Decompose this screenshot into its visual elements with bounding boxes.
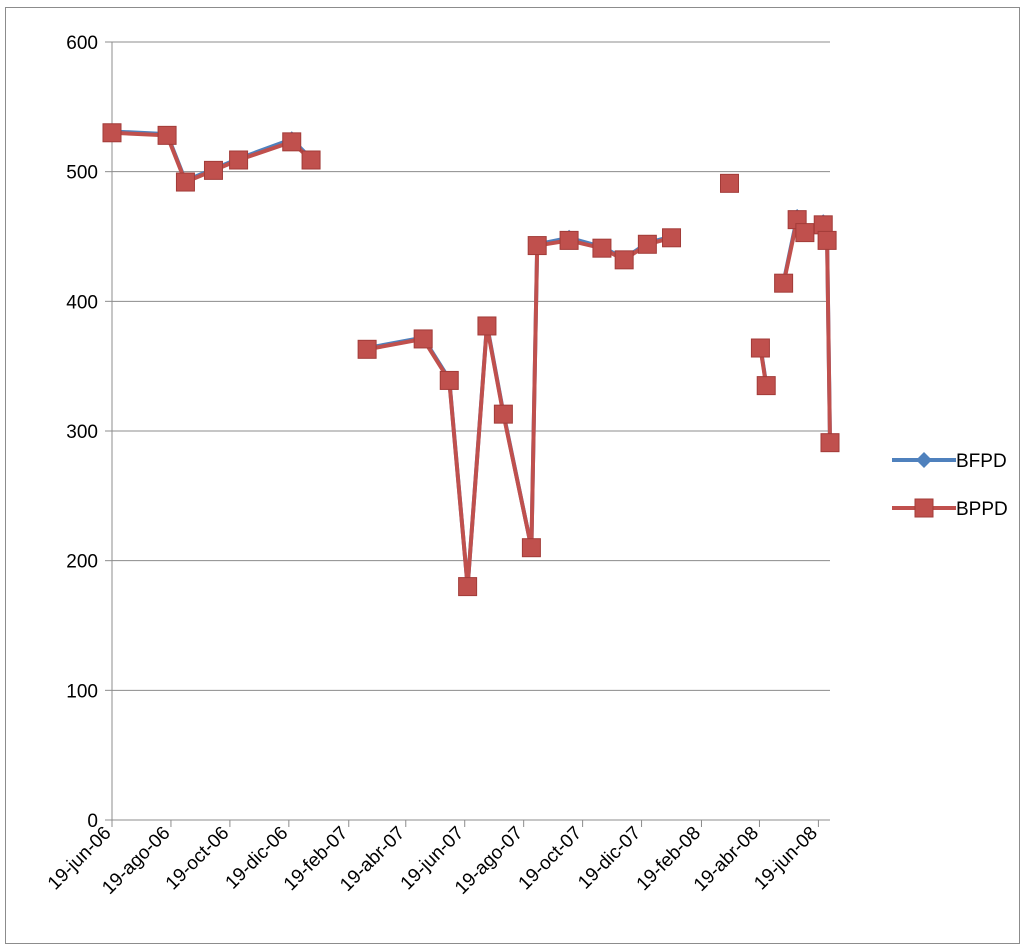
data-point-bppd <box>229 150 249 170</box>
data-point-bppd <box>357 339 377 359</box>
data-point-bppd <box>614 250 634 270</box>
data-point-bppd <box>477 316 497 336</box>
data-point-bppd <box>157 125 177 145</box>
data-point-bppd <box>203 160 223 180</box>
legend-marker-bppd <box>914 498 934 518</box>
legend-label-bfpd: BFPD <box>956 451 1007 472</box>
data-point-bppd <box>493 404 513 424</box>
data-point-bppd <box>527 236 547 256</box>
y-tick-label: 0 <box>87 811 98 832</box>
y-tick-label: 100 <box>66 681 98 702</box>
data-point-bppd <box>175 172 195 192</box>
series-line-bppd <box>366 235 673 589</box>
data-point-bppd <box>637 234 657 254</box>
data-point-bppd <box>662 228 682 248</box>
data-point-bppd <box>750 338 770 358</box>
data-point-bppd <box>102 123 122 143</box>
data-point-bppd <box>592 238 612 258</box>
data-point-bppd <box>774 273 794 293</box>
y-tick-label: 500 <box>66 163 98 184</box>
y-tick-label: 400 <box>66 292 98 313</box>
data-point-bppd <box>521 538 541 558</box>
x-tick-label: 19-jun-08 <box>750 823 822 895</box>
data-point-bppd <box>756 376 776 396</box>
data-point-bppd <box>795 223 815 243</box>
legend: BFPD BPPD <box>892 451 1008 520</box>
legend-item-bfpd: BFPD <box>892 451 1007 472</box>
y-tick-label: 200 <box>66 552 98 573</box>
data-point-bppd <box>458 577 478 597</box>
data-point-bppd <box>719 173 739 193</box>
legend-marker-bfpd <box>916 452 932 468</box>
legend-label-bppd: BPPD <box>956 499 1008 520</box>
series-group <box>102 123 840 597</box>
axes: 010020030040050060019-jun-0619-ago-0619-… <box>44 33 830 899</box>
y-tick-label: 300 <box>66 422 98 443</box>
data-point-bppd <box>301 150 321 170</box>
data-point-bppd <box>820 433 840 453</box>
x-tick-label: 19-oct-07 <box>515 823 587 895</box>
x-tick-label: 19-oct-06 <box>162 823 234 895</box>
series-bppd <box>102 123 840 597</box>
series-line-bfpd <box>366 234 673 589</box>
data-point-bppd <box>282 132 302 152</box>
data-point-bppd <box>559 230 579 250</box>
y-tick-label: 600 <box>66 33 98 54</box>
data-point-bppd <box>817 230 837 250</box>
data-point-bppd <box>439 370 459 390</box>
data-point-bppd <box>413 329 433 349</box>
chart-area <box>5 7 1020 944</box>
gridlines <box>112 41 830 691</box>
series-line-bppd <box>821 224 832 443</box>
legend-item-bppd: BPPD <box>892 498 1008 520</box>
